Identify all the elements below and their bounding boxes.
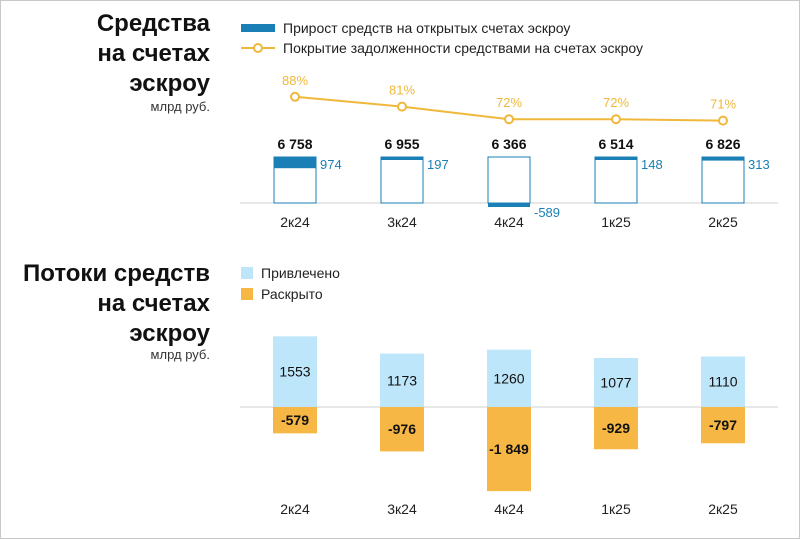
outflow-label: -1 849 (489, 441, 529, 457)
inflow-bar (273, 336, 317, 407)
balance-total-label: 6 955 (384, 136, 419, 152)
coverage-point (718, 115, 728, 126)
coverage-label: 81% (389, 83, 415, 98)
top-title-line-2: на счетах (97, 40, 210, 67)
growth-label: 148 (641, 157, 663, 172)
outflow-bar (594, 407, 638, 450)
inflow-label: 1173 (387, 372, 417, 388)
outflow-label: -797 (709, 417, 737, 433)
inflow-label: 1553 (279, 364, 310, 380)
growth-label: 313 (748, 157, 770, 172)
balance-total-label: 6 758 (277, 136, 312, 152)
outflow-bar (487, 407, 531, 492)
legend-growth-label: Прирост средств на открытых счетах эскро… (283, 20, 571, 36)
balance-total-label: 6 826 (705, 136, 740, 152)
outflow-label: -579 (281, 412, 309, 428)
bottom-category-label: 2к25 (708, 501, 738, 517)
legend-growth-swatch (241, 24, 275, 32)
legend-coverage-label: Покрытие задолженности средствами на сче… (283, 40, 644, 56)
bottom-unit-label: млрд руб. (150, 347, 210, 362)
growth-label: -589 (534, 205, 560, 220)
coverage-point (290, 91, 300, 102)
growth-bar (274, 157, 316, 169)
balance-bar (701, 156, 745, 204)
balance-bar (487, 156, 531, 204)
inflow-bar (701, 356, 745, 407)
top-title-line-3: эскроу (129, 70, 210, 97)
bottom-category-label: 1к25 (601, 501, 631, 517)
coverage-label: 71% (710, 97, 736, 112)
legend-inflow: Привлечено (241, 265, 340, 281)
top-category-label: 2к24 (280, 214, 310, 230)
legend-outflow-swatch (241, 288, 253, 300)
inflow-bar (594, 357, 638, 407)
inflow-bar (380, 353, 424, 407)
legend-outflow: Раскрыто (241, 286, 323, 302)
balance-bar (594, 156, 638, 204)
coverage-label: 72% (603, 95, 629, 110)
coverage-label: 88% (282, 73, 308, 88)
coverage-label: 72% (496, 95, 522, 110)
outflow-bar (273, 407, 317, 434)
escrow-balance-chart: 974 6 758 2к24 88% 197 6 955 3к24 81% -589 6 366 4… (240, 73, 778, 230)
outflow-label: -976 (388, 421, 416, 437)
top-category-label: 2к25 (708, 214, 738, 230)
top-category-label: 1к25 (601, 214, 631, 230)
growth-bar (595, 157, 637, 160)
growth-bar (381, 157, 423, 160)
balance-total-label: 6 514 (598, 136, 633, 152)
legend-coverage: Покрытие задолженности средствами на сче… (241, 40, 643, 56)
legend-inflow-swatch (241, 267, 253, 279)
growth-label: 974 (320, 157, 342, 172)
top-category-label: 3к24 (387, 214, 417, 230)
bottom-title-line-3: эскроу (129, 320, 210, 347)
top-category-label: 4к24 (494, 214, 524, 230)
inflow-label: 1110 (708, 374, 737, 390)
top-title-line-1: Средства (96, 10, 210, 37)
legend-inflow-label: Привлечено (261, 265, 340, 281)
outflow-bar (701, 407, 745, 444)
bottom-category-label: 4к24 (494, 501, 524, 517)
coverage-point (504, 114, 514, 125)
coverage-point (611, 114, 621, 125)
legend-coverage-swatch (241, 43, 275, 53)
outflow-bar (380, 407, 424, 452)
legend-outflow-label: Раскрыто (261, 286, 323, 302)
bottom-title-line-1: Потоки средств (23, 260, 210, 287)
bottom-category-label: 2к24 (280, 501, 310, 517)
top-unit-label: млрд руб. (150, 99, 210, 114)
growth-bar (702, 157, 744, 161)
bottom-category-label: 3к24 (387, 501, 417, 517)
inflow-bar (487, 349, 531, 407)
outflow-label: -929 (602, 420, 630, 436)
coverage-point (397, 101, 407, 112)
growth-bar (488, 203, 530, 207)
inflow-label: 1260 (493, 370, 524, 386)
balance-total-label: 6 366 (491, 136, 526, 152)
balance-bar (380, 156, 424, 204)
bottom-title-line-2: на счетах (97, 290, 210, 317)
growth-label: 197 (427, 157, 449, 172)
inflow-label: 1077 (600, 374, 631, 390)
legend-growth: Прирост средств на открытых счетах эскро… (241, 20, 570, 36)
